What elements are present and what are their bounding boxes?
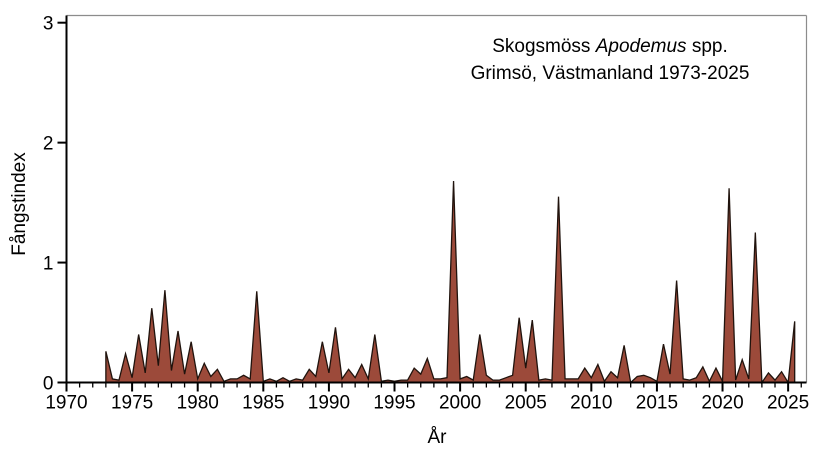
x-tick-label: 1985 xyxy=(242,393,284,414)
chart-title-line1: Skogsmöss Apodemus spp. xyxy=(400,33,820,60)
x-tick-label: 1975 xyxy=(111,393,153,414)
y-tick-label: 2 xyxy=(43,134,54,155)
x-tick-label: 1990 xyxy=(308,393,350,414)
title-spp: spp. xyxy=(691,36,728,57)
y-tick-label: 1 xyxy=(43,254,54,275)
x-tick-label: 2020 xyxy=(701,393,743,414)
y-axis-label: Fångstindex xyxy=(9,152,30,256)
x-tick-label: 2000 xyxy=(439,393,481,414)
x-tick-label: 1995 xyxy=(373,393,415,414)
chart-title: Skogsmöss Apodemus spp. Grimsö, Västmanl… xyxy=(400,33,820,87)
x-tick-label: 1970 xyxy=(45,393,87,414)
x-tick-label: 2005 xyxy=(505,393,547,414)
x-tick-label: 2015 xyxy=(636,393,678,414)
trap-index-area xyxy=(105,180,796,385)
title-species-italic: Apodemus xyxy=(595,36,687,57)
x-axis-label: År xyxy=(427,427,447,448)
x-tick-label: 1980 xyxy=(177,393,219,414)
title-text: Skogsmöss xyxy=(492,36,591,57)
x-tick-label: 2010 xyxy=(570,393,612,414)
x-tick-label: 2025 xyxy=(767,393,809,414)
y-tick-label: 3 xyxy=(43,14,54,35)
chart-title-line2: Grimsö, Västmanland 1973-2025 xyxy=(470,63,750,84)
y-tick-label: 0 xyxy=(43,374,54,395)
